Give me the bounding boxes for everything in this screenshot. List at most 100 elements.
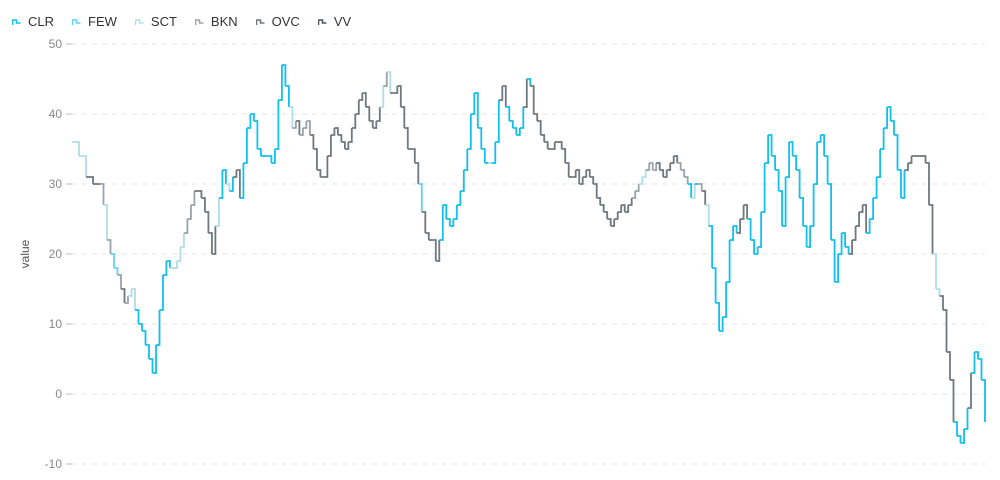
step-segment-ovc: [369, 120, 374, 128]
step-segment-clr: [894, 134, 899, 170]
step-segment-sct: [79, 155, 87, 177]
step-segment-clr: [271, 149, 276, 164]
step-segment-ovc: [586, 169, 591, 177]
step-segment-clr: [509, 120, 514, 128]
step-segment-ovc: [341, 141, 346, 149]
step-segment-clr: [869, 198, 874, 220]
step-segment-clr: [768, 134, 773, 156]
step-segment-clr: [841, 232, 846, 247]
step-segment-ovc: [929, 204, 934, 254]
legend-item-ovc: OVC: [255, 14, 300, 29]
ytick-label-0: 50: [49, 37, 63, 51]
step-segment-few: [110, 253, 115, 268]
step-segment-clr: [253, 120, 259, 149]
step-segment-clr: [974, 351, 979, 359]
step-segment-clr: [803, 225, 808, 247]
step-segment-sct: [128, 289, 133, 297]
step-segment-ovc: [561, 148, 567, 163]
step-segment-ovc: [330, 128, 336, 136]
step-segment-ovc: [400, 106, 406, 128]
step-segment-clr: [250, 113, 255, 121]
step-segment-ovc: [551, 142, 556, 150]
step-segment-ovc: [575, 169, 581, 184]
step-segment-ovc: [393, 86, 399, 94]
legend-label: BKN: [210, 13, 238, 29]
step-segment-bkn: [183, 219, 189, 234]
step-segment-ovc: [740, 205, 745, 220]
step-segment-ovc: [908, 156, 913, 164]
step-segment-clr: [442, 204, 448, 219]
step-segment-ovc: [848, 240, 853, 255]
step-segment-ovc: [663, 170, 668, 178]
step-segment-bkn: [680, 169, 686, 177]
step-segment-clr: [474, 92, 479, 128]
step-segment-ovc: [582, 170, 588, 178]
step-segment-ovc: [362, 92, 367, 107]
step-segment-ovc: [628, 198, 633, 206]
step-segment-ovc: [855, 212, 860, 227]
step-segment-ovc: [607, 218, 612, 226]
step-segment-ovc: [425, 232, 430, 240]
step-segment-ovc: [208, 232, 213, 254]
step-segment-ovc: [656, 162, 661, 170]
step-segment-ovc: [593, 183, 598, 198]
step-segment-ovc: [544, 141, 549, 149]
step-segment-clr: [883, 107, 888, 129]
step-segment-clr: [516, 128, 521, 136]
step-segment-clr: [156, 310, 161, 346]
step-segment-bkn: [306, 120, 311, 135]
step-segment-bkn: [100, 183, 105, 205]
step-segment-bkn: [124, 296, 129, 304]
step-segment-clr: [960, 429, 965, 444]
step-segment-clr: [838, 233, 843, 255]
step-segment-clr: [775, 169, 780, 191]
step-segment-clr: [453, 205, 458, 220]
step-segment-clr: [901, 170, 906, 199]
step-segment-few: [114, 267, 119, 275]
step-segment-clr: [897, 169, 902, 198]
step-segment-clr: [817, 135, 822, 143]
step-segment-clr: [827, 183, 832, 240]
step-segment-ovc: [939, 295, 944, 310]
step-segment-sct: [215, 198, 220, 227]
step-segment-ovc: [194, 190, 203, 198]
step-segment-bkn: [292, 121, 297, 129]
step-segment-ovc: [572, 170, 577, 178]
step-segment-clr: [491, 142, 497, 164]
step-segment-sct: [936, 288, 941, 296]
step-segment-clr: [782, 177, 787, 227]
step-segment-clr: [149, 358, 154, 373]
step-segment-clr: [460, 170, 465, 192]
step-segment-clr: [274, 100, 280, 150]
step-segment-ovc: [376, 107, 381, 122]
step-segment-clr: [719, 317, 724, 332]
step-segment-ovc: [533, 113, 539, 121]
step-segment-sct: [225, 183, 231, 191]
step-segment-sct: [288, 106, 294, 128]
step-segment-ovc: [701, 190, 707, 205]
step-segment-bkn: [684, 176, 689, 184]
step-segment-clr: [439, 205, 444, 241]
step-segment-ovc: [736, 219, 741, 234]
step-segment-clr: [876, 149, 881, 178]
step-segment-sct: [72, 141, 80, 156]
step-segment-clr: [481, 148, 486, 163]
step-segment-ovc: [614, 212, 619, 220]
step-segment-clr: [243, 128, 248, 164]
step-segment-clr: [824, 155, 829, 184]
step-segment-clr: [495, 100, 500, 143]
step-segment-clr: [726, 240, 731, 283]
step-segment-bkn: [652, 163, 658, 171]
legend-item-few: FEW: [72, 14, 117, 29]
step-segment-ovc: [600, 204, 605, 212]
legend-label: FEW: [88, 13, 117, 29]
step-segment-clr: [887, 106, 892, 121]
legend-label: VV: [333, 13, 352, 29]
step-segment-ovc: [554, 141, 563, 149]
step-segment-ovc: [432, 239, 437, 261]
legend-swatch-icon: [194, 17, 204, 26]
step-segment-clr: [278, 65, 283, 101]
step-segment-sct: [103, 204, 108, 240]
step-segment-clr: [747, 218, 752, 240]
step-segment-ovc: [904, 163, 909, 171]
